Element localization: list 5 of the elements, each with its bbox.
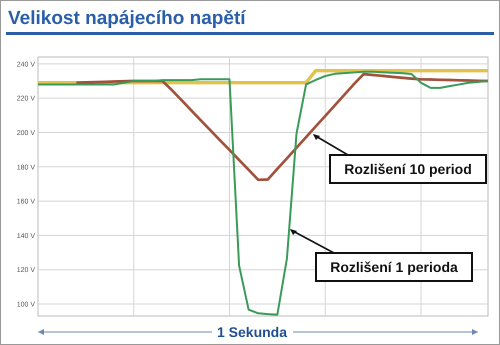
line-series [37,70,489,316]
x-axis-title: 1 Sekunda [216,324,288,340]
annotation: Rozlišení 10 period [344,161,472,177]
chart-title: Velikost napájecího napětí [8,8,246,29]
annotation: Rozlišení 1 perioda [330,259,458,275]
